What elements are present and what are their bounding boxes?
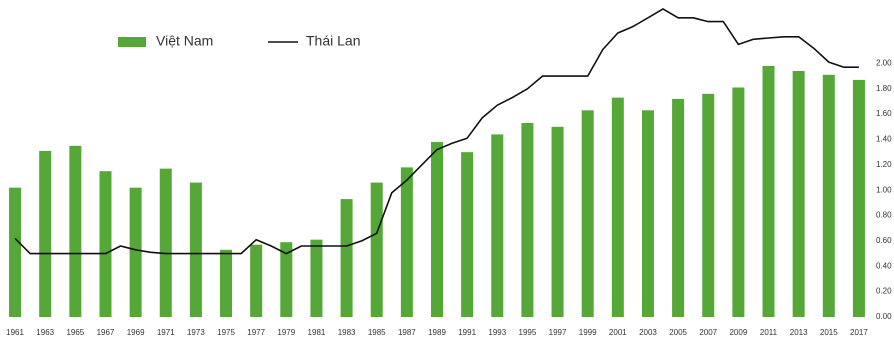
bar <box>431 142 443 317</box>
x-tick-label: 1967 <box>97 328 115 337</box>
bar <box>220 249 233 317</box>
x-tick-label: 1989 <box>428 328 446 337</box>
bar <box>792 71 805 318</box>
legend-label: Việt Nam <box>156 33 213 49</box>
bar <box>250 244 263 317</box>
y-tick-label: 0.20 <box>876 287 892 296</box>
y-tick-label: 1.00 <box>876 185 892 194</box>
y-tick-label: 1.80 <box>876 84 892 93</box>
bar <box>641 110 654 317</box>
bar <box>189 182 202 317</box>
x-tick-label: 1991 <box>458 328 476 337</box>
x-tick-label: 2011 <box>760 328 778 337</box>
x-tick-label: 1997 <box>549 328 567 337</box>
bar <box>39 150 52 317</box>
x-tick-label: 1993 <box>488 328 506 337</box>
bar <box>159 168 172 317</box>
bar <box>99 171 112 317</box>
x-tick-label: 1971 <box>157 328 175 337</box>
legend-label: Thái Lan <box>306 33 360 49</box>
x-tick-label: 1961 <box>6 328 24 337</box>
x-tick-label: 1973 <box>187 328 205 337</box>
bar <box>280 242 293 317</box>
x-tick-label: 1981 <box>308 328 326 337</box>
y-tick-label: 0.40 <box>876 261 892 270</box>
bar <box>702 93 715 317</box>
x-tick-label: 2005 <box>669 328 687 337</box>
x-tick-label: 2001 <box>609 328 627 337</box>
x-tick-label: 2009 <box>729 328 747 337</box>
bar <box>9 187 22 317</box>
bar <box>310 239 323 317</box>
bar <box>672 98 685 318</box>
x-tick-label: 1965 <box>66 328 84 337</box>
x-tick-label: 2017 <box>850 328 868 337</box>
y-tick-label: 2.00 <box>876 59 892 68</box>
y-tick-label: 1.60 <box>876 109 892 118</box>
bar <box>611 97 624 317</box>
bar <box>129 187 142 317</box>
x-tick-label: 1987 <box>398 328 416 337</box>
x-tick-label: 1979 <box>277 328 295 337</box>
line <box>14 8 859 255</box>
bar <box>521 122 534 317</box>
bar <box>762 65 775 317</box>
bar <box>69 145 82 317</box>
x-tick-label: 1969 <box>127 328 145 337</box>
bar <box>581 110 594 317</box>
y-tick-label: 1.20 <box>876 160 892 169</box>
x-tick-label: 2013 <box>790 328 808 337</box>
bar <box>852 79 865 317</box>
x-tick-label: 2003 <box>639 328 657 337</box>
bar <box>400 167 413 317</box>
y-tick-label: 0.00 <box>876 312 892 321</box>
y-tick-label: 0.80 <box>876 211 892 220</box>
bar <box>551 126 564 317</box>
x-tick-label: 2015 <box>820 328 838 337</box>
bar <box>822 74 835 317</box>
x-tick-label: 1963 <box>36 328 54 337</box>
y-tick-label: 1.40 <box>876 135 892 144</box>
legend-swatch <box>118 37 146 47</box>
x-tick-label: 1999 <box>579 328 597 337</box>
x-tick-label: 1977 <box>247 328 265 337</box>
x-tick-label: 1975 <box>217 328 235 337</box>
x-tick-label: 1983 <box>338 328 356 337</box>
x-tick-label: 1985 <box>368 328 386 337</box>
bar <box>370 182 383 317</box>
x-tick-label: 2007 <box>699 328 717 337</box>
y-tick-label: 0.60 <box>876 236 892 245</box>
x-tick-label: 1995 <box>519 328 537 337</box>
bar <box>491 134 504 317</box>
bar <box>340 199 353 317</box>
bar <box>461 152 474 317</box>
bar <box>732 87 745 317</box>
